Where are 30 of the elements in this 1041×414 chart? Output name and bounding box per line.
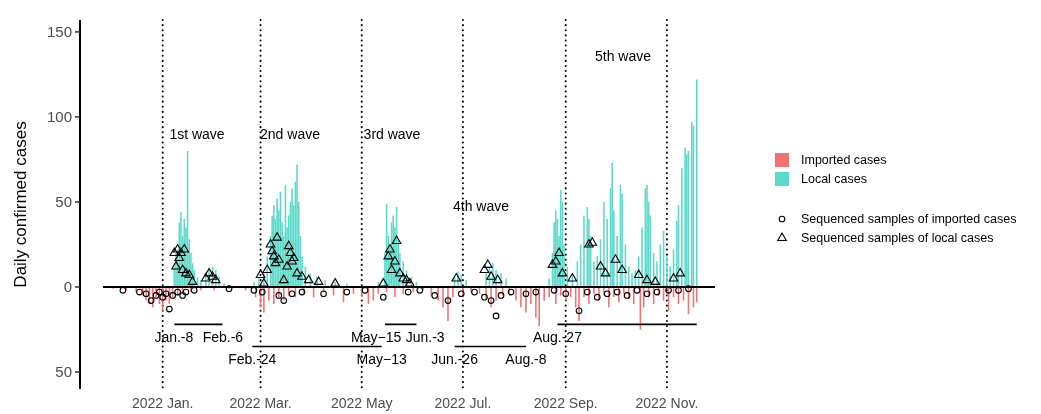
x-tick-label: 2022 Sep. [533, 395, 598, 411]
y-tick-label: 50 [55, 193, 72, 211]
annotation: Feb.-24 [228, 351, 277, 368]
x-tick-label: 2022 Mar. [229, 395, 292, 411]
annotation: 1st wave [169, 125, 225, 142]
annotation: Jun.-26 [431, 351, 479, 368]
x-tick-label: 2022 Jan. [131, 395, 194, 411]
annotation: May−13 [356, 351, 407, 368]
x-tick-label: 2022 May [330, 395, 393, 411]
annotation: Aug.-8 [505, 351, 547, 368]
y-tick-label: 150 [46, 23, 72, 41]
y-tick-label: 100 [46, 108, 72, 126]
annotation: Aug.-27 [532, 329, 583, 346]
y-axis-title: Daily confirmed cases [11, 121, 30, 288]
annotation: 4th wave [452, 197, 510, 214]
legend-label: Sequenced samples of local cases [801, 231, 994, 246]
legend-label: Imported cases [801, 153, 887, 168]
y-tick-label: 50 [55, 363, 72, 381]
annotation: May−15 [351, 329, 402, 346]
legend-label: Local cases [801, 172, 868, 187]
annotation: 5th wave [594, 47, 652, 64]
legend-label: Sequenced samples of imported cases [801, 212, 1017, 227]
x-tick-label: 2022 Nov. [635, 395, 699, 411]
annotation: Jan.-8 [154, 329, 194, 346]
annotation: Feb.-6 [202, 329, 244, 346]
annotation: 2nd wave [260, 125, 321, 142]
x-tick-label: 2022 Jul. [434, 395, 492, 411]
annotation: 3rd wave [363, 125, 421, 142]
annotation: Jun.-3 [405, 329, 445, 346]
y-tick-label: 0 [63, 278, 72, 296]
